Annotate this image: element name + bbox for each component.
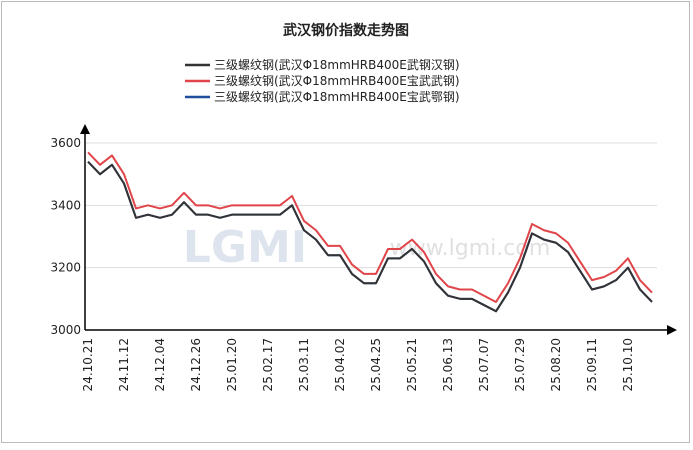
y-tick-label: 3000 xyxy=(50,323,81,337)
legend-label: 三级螺纹钢(武汉Φ18mmHRB400E宝武鄂钢) xyxy=(214,90,460,104)
x-tick-label: 25.08.20 xyxy=(549,338,563,391)
y-tick-label: 3200 xyxy=(50,261,81,275)
legend-label: 三级螺纹钢(武汉Φ18mmHRB400E宝武武钢) xyxy=(214,74,460,88)
x-tick-label: 25.03.11 xyxy=(297,338,311,391)
x-tick-label: 25.09.11 xyxy=(585,338,599,391)
x-axis-arrow xyxy=(667,325,677,335)
legend-label: 三级螺纹钢(武汉Φ18mmHRB400E武钢汉钢) xyxy=(214,58,460,72)
x-tick-label: 25.04.25 xyxy=(369,338,383,391)
x-tick-label: 24.12.04 xyxy=(153,338,167,391)
frame xyxy=(1,1,690,443)
x-tick-label: 25.01.20 xyxy=(225,338,239,391)
x-tick-label: 24.10.21 xyxy=(81,338,95,391)
y-tick-label: 3600 xyxy=(50,136,81,150)
series-line xyxy=(87,161,653,313)
x-tick-label: 24.12.26 xyxy=(189,338,203,391)
y-axis-arrow xyxy=(80,124,90,134)
x-tick-label: 25.10.10 xyxy=(621,338,635,391)
series-line xyxy=(87,151,653,303)
y-tick-label: 3400 xyxy=(50,198,81,212)
watermark: LGMI xyxy=(183,222,307,273)
x-tick-label: 25.02.17 xyxy=(261,338,275,391)
x-tick-label: 25.04.02 xyxy=(333,338,347,391)
x-tick-label: 25.07.29 xyxy=(513,338,527,391)
x-tick-label: 25.05.21 xyxy=(405,338,419,391)
x-tick-label: 25.07.07 xyxy=(477,338,491,391)
x-tick-label: 24.11.12 xyxy=(117,338,131,391)
x-tick-label: 25.06.13 xyxy=(441,338,455,391)
chart-title: 武汉钢价指数走势图 xyxy=(283,22,409,39)
